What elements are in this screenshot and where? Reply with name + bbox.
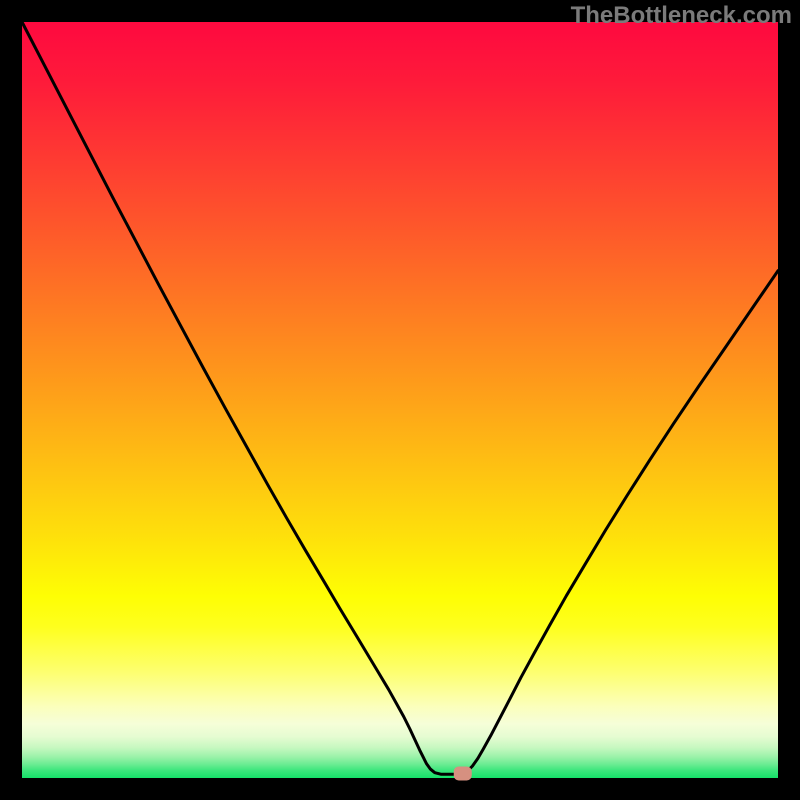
watermark-text: TheBottleneck.com <box>571 2 792 30</box>
bottleneck-curve-chart <box>0 0 800 800</box>
optimum-marker <box>454 766 472 780</box>
chart-background <box>22 22 778 778</box>
